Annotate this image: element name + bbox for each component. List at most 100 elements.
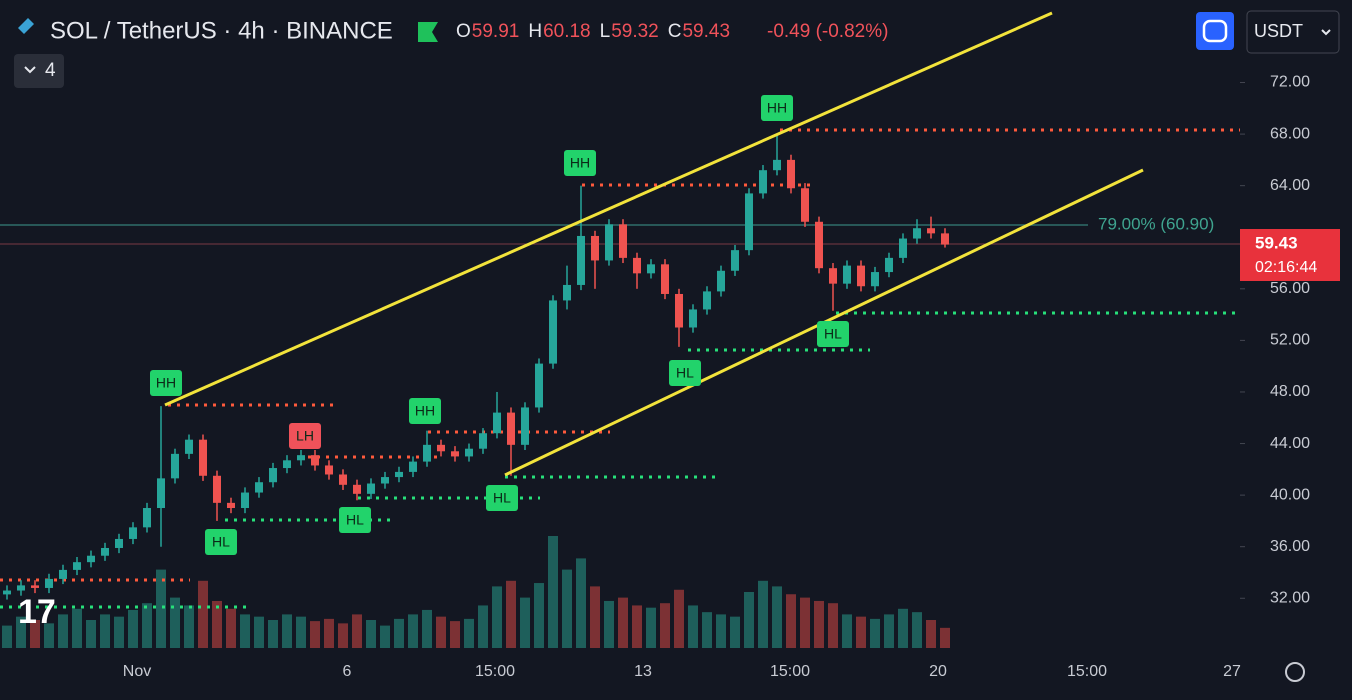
candle-body [479, 433, 487, 449]
volume-bar [590, 586, 600, 648]
volume-bar [800, 597, 810, 648]
countdown: 02:16:44 [1255, 259, 1317, 276]
volume-bar [702, 612, 712, 648]
candle-body [87, 555, 95, 563]
candle-body [521, 407, 529, 445]
pivot-label: HL [346, 512, 364, 528]
candle-body [661, 264, 669, 294]
volume-bar [660, 603, 670, 648]
candle-body [703, 291, 711, 310]
candle-body [31, 585, 39, 588]
candle-body [871, 272, 879, 287]
time-tick-label: 6 [343, 663, 352, 680]
volume-bar [674, 589, 684, 648]
indicators-toggle[interactable] [14, 54, 64, 88]
candle-body [325, 465, 333, 475]
candle-body [297, 455, 305, 461]
last-price: 59.43 [1255, 233, 1298, 252]
candle-body [899, 238, 907, 258]
volume-bar [926, 620, 936, 648]
pivots: HH HL LH HL HH HL HH HL HH HL [150, 95, 849, 555]
currency-select[interactable] [1246, 10, 1340, 54]
candle-body [787, 159, 795, 189]
candle-body [493, 412, 501, 434]
pivot-box [205, 529, 237, 555]
volume-bar [828, 603, 838, 648]
candle-body [199, 439, 207, 476]
volume-bar [534, 583, 544, 648]
tv-logo: 17 [18, 593, 56, 631]
candle-body [829, 268, 837, 284]
volume [2, 536, 950, 648]
candle-body [759, 170, 767, 194]
pivot-label: HH [415, 403, 435, 419]
volume-bar [422, 609, 432, 648]
volume-bar [856, 616, 866, 648]
volume-bar [44, 623, 54, 648]
candle-body [17, 585, 25, 591]
fib-label: 79.00% (60.90) [1098, 214, 1214, 233]
candle-body [591, 235, 599, 261]
pivot-box [339, 507, 371, 533]
ohlc-key: O [456, 21, 471, 42]
volume-bar [506, 580, 516, 648]
ohlc: O 59.91 H 60.18 L 59.32 C 59.43 [456, 21, 730, 42]
compare-button[interactable] [1196, 12, 1234, 50]
price-tick-label: 52.00 [1270, 332, 1310, 349]
candle-body [227, 502, 235, 509]
candle-body [885, 257, 893, 273]
volume-bar [352, 614, 362, 648]
settings-icon[interactable] [1285, 662, 1305, 682]
volume-bar [464, 618, 474, 648]
candle-body [115, 538, 123, 548]
volume-bar [898, 608, 908, 648]
candle-body [269, 468, 277, 483]
change: -0.49 (-0.82%) [767, 21, 888, 42]
candle-body [171, 453, 179, 479]
volume-bar [632, 605, 642, 648]
candle-body [45, 578, 53, 588]
candle-body [535, 363, 543, 408]
volume-bar [912, 612, 922, 648]
time-tick-label: 15:00 [475, 663, 515, 680]
ohlc-key: H [528, 21, 542, 42]
icon [1202, 19, 1228, 43]
volume-bar [436, 616, 446, 648]
chevron [24, 66, 36, 74]
volume-bar [940, 627, 950, 648]
symbol: SOL / TetherUS · 4h · BINANCE [50, 17, 393, 44]
candle-body [185, 439, 193, 454]
candle-body [353, 484, 361, 494]
candle-body [549, 300, 557, 364]
time-tick-label: 20 [929, 663, 947, 680]
pivot-box [817, 321, 849, 347]
time-tick-label: 15:00 [1067, 663, 1107, 680]
volume-bar [366, 620, 376, 648]
volume-bar [408, 614, 418, 648]
volume-bar [520, 597, 530, 648]
pivot-box [486, 485, 518, 511]
pivot-label: HL [676, 365, 694, 381]
volume-bar [646, 607, 656, 648]
pivot-box [289, 423, 321, 449]
price-box [1240, 229, 1340, 281]
pivot-label: HH [570, 155, 590, 171]
volume-bar [142, 603, 152, 648]
candle-body [857, 265, 865, 287]
candle-body [129, 527, 137, 539]
volume-bar [772, 586, 782, 648]
volume-bar [870, 618, 880, 648]
pivot-box [761, 95, 793, 121]
ohlc-key: L [600, 21, 611, 42]
volume-bar [212, 600, 222, 648]
candle-body [745, 193, 753, 251]
candle-body [73, 562, 81, 570]
volume-bar [688, 605, 698, 648]
candle-body [395, 471, 403, 478]
ohlc-value: 59.32 [611, 21, 659, 42]
candle-body [157, 478, 165, 509]
candle-body [465, 448, 473, 457]
volume-bar [268, 620, 278, 648]
volume-bar [562, 569, 572, 648]
